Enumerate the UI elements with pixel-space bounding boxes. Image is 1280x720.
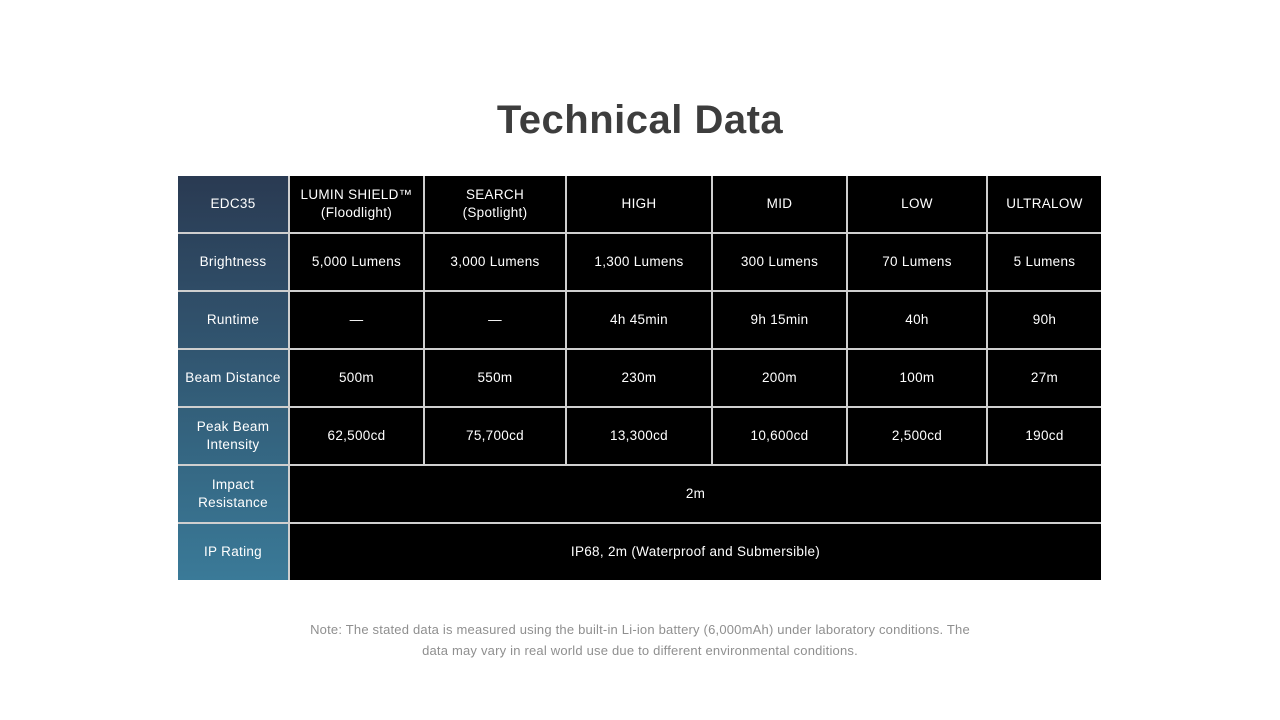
page-title: Technical Data xyxy=(496,98,784,142)
row-label: Impact Resistance xyxy=(178,466,288,522)
table-cell: 10,600cd xyxy=(713,408,846,464)
column-header: MID xyxy=(713,176,846,232)
row-label: IP Rating xyxy=(178,524,288,580)
table-cell: 230m xyxy=(567,350,711,406)
technical-data-table: EDC35 LUMIN SHIELD™ (Floodlight) SEARCH (S… xyxy=(178,176,1101,580)
table-cell: 300 Lumens xyxy=(713,234,846,290)
table-cell: 62,500cd xyxy=(290,408,423,464)
table-cell: IP68, 2m (Waterproof and Submersible) xyxy=(290,524,1101,580)
row-label: Beam Distance xyxy=(178,350,288,406)
table-cell: 90h xyxy=(988,292,1101,348)
table-cell: 3,000 Lumens xyxy=(425,234,565,290)
row-label: Peak Beam Intensity xyxy=(178,408,288,464)
table-corner-product-name: EDC35 xyxy=(178,176,288,232)
row-label: Runtime xyxy=(178,292,288,348)
table-cell: 27m xyxy=(988,350,1101,406)
footnote: Note: The stated data is measured using … xyxy=(310,622,970,658)
table-cell: 100m xyxy=(848,350,986,406)
table-cell: 40h xyxy=(848,292,986,348)
column-header: LOW xyxy=(848,176,986,232)
table-cell: — xyxy=(425,292,565,348)
table-cell: 1,300 Lumens xyxy=(567,234,711,290)
table-cell: 70 Lumens xyxy=(848,234,986,290)
column-header: SEARCH (Spotlight) xyxy=(425,176,565,232)
column-header: ULTRALOW xyxy=(988,176,1101,232)
column-header: HIGH xyxy=(567,176,711,232)
column-header: LUMIN SHIELD™ (Floodlight) xyxy=(290,176,423,232)
table-cell: 5,000 Lumens xyxy=(290,234,423,290)
table-cell: 9h 15min xyxy=(713,292,846,348)
table-cell: 75,700cd xyxy=(425,408,565,464)
table-cell: 2m xyxy=(290,466,1101,522)
row-label: Brightness xyxy=(178,234,288,290)
table-cell: 2,500cd xyxy=(848,408,986,464)
table-cell: 550m xyxy=(425,350,565,406)
table-cell: 200m xyxy=(713,350,846,406)
table-cell: 5 Lumens xyxy=(988,234,1101,290)
table-cell: 4h 45min xyxy=(567,292,711,348)
table-cell: 500m xyxy=(290,350,423,406)
table-cell: — xyxy=(290,292,423,348)
table-cell: 190cd xyxy=(988,408,1101,464)
table-cell: 13,300cd xyxy=(567,408,711,464)
